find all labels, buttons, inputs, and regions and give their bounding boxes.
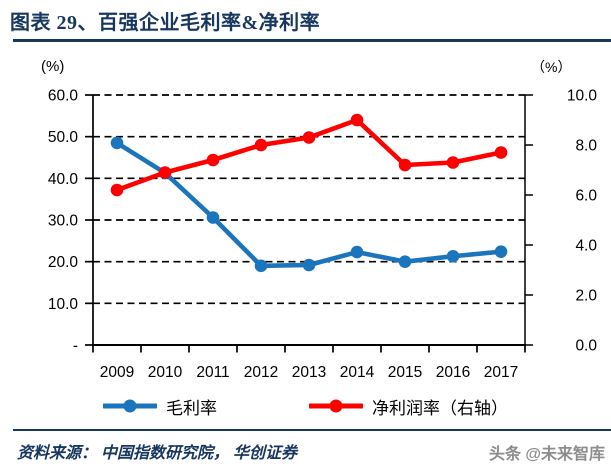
legend-item-net-margin: 净利润率（右轴）: [309, 394, 508, 419]
right-axis-tick-label: 2.0: [575, 288, 597, 305]
data-point: [206, 153, 220, 167]
net-margin-line-swatch-icon: [309, 399, 363, 413]
legend-label-net-margin: 净利润率（右轴）: [372, 398, 508, 418]
source-note: 资料来源： 中国指数研究院， 华创证券: [17, 445, 298, 462]
data-point: [110, 136, 124, 150]
left-axis-unit-label: (%): [41, 58, 65, 75]
x-axis-year-label: 2011: [196, 364, 229, 381]
left-axis-tick-label: 50.0: [48, 129, 79, 146]
right-axis-tick-label: 10.0: [567, 88, 598, 105]
title-divider: [13, 39, 611, 42]
gross-margin-line-swatch-icon: [103, 399, 157, 413]
chart-legend: 毛利率 净利润率（右轴）: [0, 391, 611, 421]
right-axis-tick-label: 4.0: [575, 238, 597, 255]
left-axis-tick-label: 60.0: [48, 88, 79, 105]
watermark: 头条 @未来智库: [488, 446, 605, 463]
data-point: [398, 255, 412, 268]
data-point: [158, 166, 172, 179]
x-axis-year-label: 2014: [340, 364, 375, 381]
data-point: [398, 158, 412, 172]
data-point: [110, 183, 124, 197]
data-point: [206, 211, 220, 224]
figure-title: 图表 29、百强企业毛利率&净利率: [10, 12, 321, 34]
data-point: [302, 258, 316, 272]
x-axis-year-label: 2017: [484, 364, 518, 381]
right-axis-tick-label: 8.0: [575, 138, 597, 155]
left-axis-tick-label: -: [73, 338, 78, 355]
x-axis-year-label: 2010: [148, 364, 183, 381]
x-axis-year-label: 2013: [292, 364, 326, 381]
footer-divider: [13, 429, 611, 431]
left-axis-tick-label: 10.0: [48, 296, 79, 313]
data-point: [254, 259, 268, 273]
data-point: [446, 249, 460, 263]
right-axis-tick-label: 6.0: [575, 188, 597, 205]
x-axis-year-label: 2009: [100, 364, 134, 381]
x-axis-year-label: 2012: [244, 364, 278, 381]
left-axis-tick-label: 30.0: [48, 213, 79, 230]
left-axis-tick-label: 40.0: [48, 171, 79, 188]
x-axis-year-label: 2016: [436, 364, 470, 381]
legend-item-gross-margin: 毛利率: [103, 394, 217, 419]
data-point: [494, 146, 508, 159]
legend-label-gross-margin: 毛利率: [166, 398, 217, 418]
data-point: [350, 245, 364, 259]
data-point: [494, 245, 508, 258]
x-axis-year-label: 2015: [388, 364, 422, 381]
data-point: [302, 131, 316, 144]
right-axis-tick-label: 0.0: [575, 338, 597, 355]
data-point: [254, 138, 268, 152]
right-axis-unit-label: （%）: [531, 59, 572, 75]
data-point: [446, 156, 460, 169]
data-point: [350, 113, 364, 127]
left-axis-tick-label: 20.0: [48, 254, 79, 271]
